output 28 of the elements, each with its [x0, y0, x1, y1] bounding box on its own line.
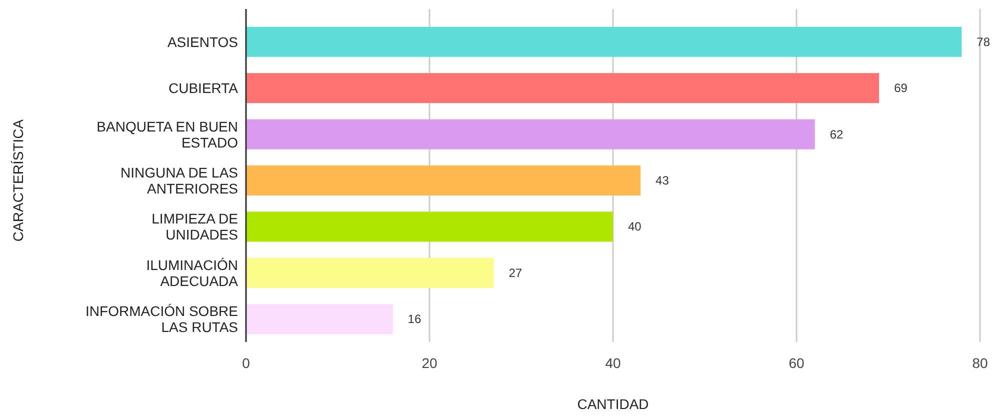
y-axis-title: CARACTERÍSTICA — [10, 118, 26, 242]
x-tick-label: 0 — [242, 355, 250, 371]
data-label: 62 — [830, 127, 844, 142]
bar — [246, 212, 613, 242]
bar — [246, 119, 815, 150]
bar — [246, 165, 641, 196]
y-tick-label: NINGUNA DE LAS ANTERIORES — [120, 164, 238, 196]
x-tick-label: 20 — [422, 355, 438, 371]
y-tick-label: CUBIERTA — [168, 80, 239, 96]
bar — [246, 26, 962, 57]
x-tick-label: 40 — [605, 355, 621, 371]
y-tick-label: ASIENTOS — [167, 34, 238, 50]
y-tick-label: BANQUETA EN BUEN ESTADO — [96, 118, 238, 150]
data-label: 16 — [408, 312, 422, 326]
y-tick-label: LIMPIEZA DE UNIDADES — [152, 210, 238, 243]
data-label: 27 — [508, 266, 522, 280]
data-label: 69 — [894, 81, 908, 96]
y-tick-label: INFORMACIÓN SOBRE LAS RUTAS — [86, 303, 238, 336]
bar — [246, 304, 393, 334]
data-label: 40 — [628, 220, 642, 234]
x-tick-label: 80 — [972, 355, 988, 371]
bar — [246, 258, 494, 288]
data-label: 78 — [976, 34, 990, 49]
data-label: 43 — [656, 174, 670, 188]
y-tick-label: ILUMINACIÓN ADECUADA — [146, 256, 239, 289]
x-axis-title: CANTIDAD — [577, 396, 649, 412]
x-tick-label: 60 — [788, 355, 804, 371]
bar — [246, 73, 880, 104]
